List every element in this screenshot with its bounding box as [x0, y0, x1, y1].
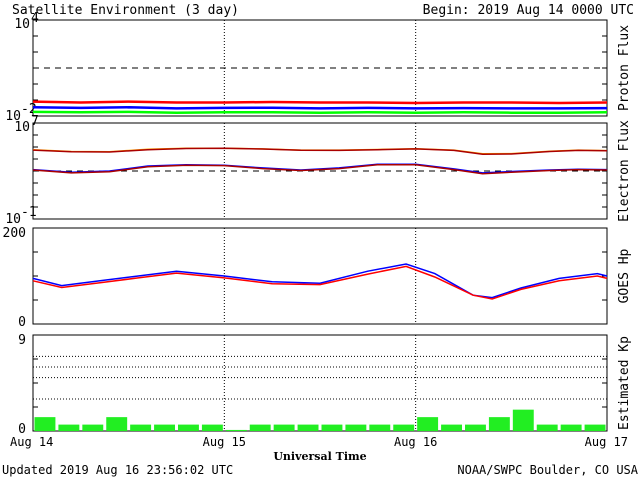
chart-title: Satellite Environment (3 day): [12, 3, 239, 18]
hp-frame: [32, 227, 608, 325]
kp-bar: [273, 424, 295, 431]
xtick-label: Aug 16: [394, 435, 437, 449]
kp-bar: [584, 424, 606, 431]
electron-ytick-label-top: 10: [14, 120, 30, 135]
proton-ytick-label-bottom: 10: [5, 109, 21, 124]
kp-bar: [201, 424, 223, 431]
kp-bar: [441, 424, 462, 431]
kp-bar: [465, 424, 486, 431]
kp-bar: [488, 417, 510, 431]
kp-bar: [34, 417, 56, 431]
proton-ytick-label-top: 10: [14, 17, 30, 32]
proton-series-green: [32, 110, 608, 114]
electron-series-darkred: [32, 147, 608, 155]
kp-bar: [106, 417, 128, 431]
kp-bar: [82, 424, 104, 431]
electron-series-darkred: [32, 164, 608, 175]
kp-bar: [512, 409, 534, 431]
hp-ylabel: GOES Hp: [617, 248, 632, 303]
kp-bar: [225, 429, 247, 431]
hp-ytick-label-top: 200: [3, 226, 26, 241]
kp-bar: [536, 424, 558, 431]
kp-bar: [178, 424, 199, 431]
kp-panel: 9 0 Estimated Kp: [18, 333, 632, 437]
proton-series-red: [32, 100, 608, 105]
kp-bar: [393, 424, 415, 431]
credit: NOAA/SWPC Boulder, CO USA: [457, 463, 638, 477]
xaxis-label: Universal Time: [273, 450, 366, 463]
kp-ytick-label-top: 9: [18, 333, 26, 348]
kp-ylabel: Estimated Kp: [617, 336, 632, 430]
xtick-label: Aug 17: [585, 435, 628, 449]
kp-bar: [560, 424, 582, 431]
proton-panel: 10 410 -2 Proton Flux: [5, 11, 632, 124]
begin-time: Begin: 2019 Aug 14 0000 UTC: [423, 3, 634, 18]
proton-ylabel: Proton Flux: [617, 25, 632, 111]
electron-ytick-exp-bottom: -1: [21, 205, 37, 220]
electron-ytick-exp-top: 7: [31, 114, 39, 129]
kp-bar: [249, 424, 271, 431]
hp-ytick-label-bottom: 0: [18, 315, 26, 330]
electron-ylabel: Electron Flux: [617, 120, 632, 222]
electron-panel: 10 710 -1 Electron Flux: [5, 114, 632, 227]
kp-bar: [297, 424, 319, 431]
kp-bar: [154, 424, 175, 431]
kp-bar: [369, 424, 391, 431]
kp-bar: [130, 424, 152, 431]
proton-ytick-exp-top: 4: [31, 11, 39, 26]
hp-series-blue: [32, 263, 608, 299]
proton-series-blue: [32, 106, 608, 110]
updated-time: Updated 2019 Aug 16 23:56:02 UTC: [2, 463, 233, 477]
kp-bar: [417, 417, 439, 431]
hp-panel: 200 0 GOES Hp: [3, 226, 632, 330]
kp-ytick-label-bottom: 0: [18, 422, 26, 437]
electron-ytick-label-bottom: 10: [5, 212, 21, 227]
kp-bar: [58, 424, 80, 431]
xtick-label: Aug 14: [10, 435, 53, 449]
kp-bar: [321, 424, 343, 431]
hp-series-red: [32, 265, 608, 300]
xtick-label: Aug 15: [203, 435, 246, 449]
proton-ytick-exp-bottom: -2: [21, 102, 37, 117]
kp-bar: [345, 424, 367, 431]
